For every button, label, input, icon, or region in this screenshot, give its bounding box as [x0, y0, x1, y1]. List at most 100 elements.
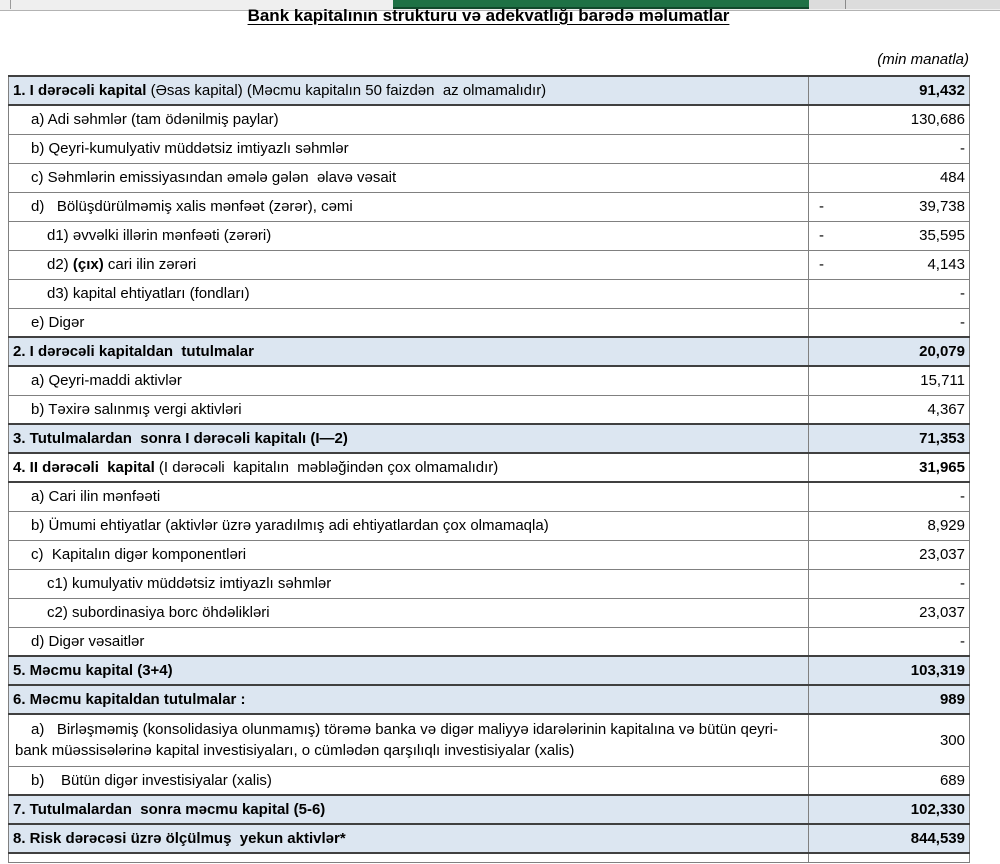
row-label-segment: (Əsas kapital) (Məcmu kapitalın 50 faizd…	[150, 81, 547, 99]
row-value: 689	[808, 765, 970, 796]
row-value: 4,367	[808, 394, 970, 425]
row-value-number: 4,143	[927, 256, 965, 273]
row-value: 989	[808, 684, 970, 715]
page-title-text: Bank kapitalının strukturu və adekvatlığ…	[247, 6, 730, 25]
table-row: b) Təxirə salınmış vergi aktivləri 4,367	[8, 394, 970, 425]
row-label: b) Qeyri-kumulyativ müddətsiz imtiyazlı …	[8, 133, 809, 164]
chrome-green-bar	[393, 0, 809, 9]
capital-table-wrapper: 1. I dərəcəli kapital (Əsas kapital) (Mə…	[8, 75, 970, 863]
row-label: 8. Risk dərəcəsi üzrə ölçülmuş yekun akt…	[8, 823, 809, 854]
row-label-segment: b) Təxirə salınmış vergi aktivləri	[31, 400, 242, 418]
row-label-segment: c1) kumulyativ müddətsiz imtiyazlı səhml…	[47, 574, 332, 592]
capital-table-body: 1. I dərəcəli kapital (Əsas kapital) (Mə…	[8, 75, 970, 863]
table-row: 3. Tutulmalardan sonra I dərəcəli kapita…	[8, 423, 970, 454]
row-label: d) Bölüşdürülməmiş xalis mənfəət (zərər)…	[8, 191, 809, 222]
table-row: b) Ümumi ehtiyatlar (aktivlər üzrə yarad…	[8, 510, 970, 541]
row-label-segment: (çıx)	[72, 255, 104, 273]
negative-sign: -	[819, 256, 824, 273]
row-label-segment: b) Qeyri-kumulyativ müddətsiz imtiyazlı …	[31, 139, 349, 157]
row-label-segment: (I dərəcəli kapitalın məbləğindən çox ol…	[158, 458, 499, 476]
row-label-segment: a) Birləşməmiş (konsolidasiya olunmamış)…	[15, 720, 778, 760]
row-value: -	[808, 481, 970, 512]
row-label-segment: 3. Tutulmalardan sonra I dərəcəli kapita…	[13, 429, 348, 447]
cutoff-row-sliver	[8, 852, 970, 863]
row-label: c) Səhmlərin emissiyasından əmələ gələn …	[8, 162, 809, 193]
table-row: c) Səhmlərin emissiyasından əmələ gələn …	[8, 162, 970, 193]
negative-sign: -	[819, 227, 824, 244]
row-label-segment: d1) əvvəlki illərin mənfəəti (zərəri)	[47, 226, 272, 244]
row-value: 130,686	[808, 104, 970, 135]
row-label: e) Digər	[8, 307, 809, 338]
capital-table: 1. I dərəcəli kapital (Əsas kapital) (Mə…	[8, 75, 970, 863]
row-value: 20,079	[808, 336, 970, 367]
row-label-segment: a) Cari ilin mənfəəti	[31, 488, 161, 505]
row-label: b) Bütün digər investisiyalar (xalis)	[8, 765, 809, 796]
row-label: c1) kumulyativ müddətsiz imtiyazlı səhml…	[8, 568, 809, 599]
row-label-segment: a) Qeyri-maddi aktivlər	[31, 372, 182, 389]
row-value-number: 39,738	[919, 198, 965, 215]
row-label-segment: d) Digər vəsaitlər	[31, 632, 145, 650]
row-label: d1) əvvəlki illərin mənfəəti (zərəri)	[8, 220, 809, 251]
row-label: b) Təxirə salınmış vergi aktivləri	[8, 394, 809, 425]
row-value: 15,711	[808, 365, 970, 396]
row-value: - 39,738	[808, 191, 970, 222]
table-row: d) Digər vəsaitlər -	[8, 626, 970, 657]
row-label: 2. I dərəcəli kapitaldan tutulmalar	[8, 336, 809, 367]
row-value: 103,319	[808, 655, 970, 686]
row-label-segment: cari ilin zərəri	[103, 255, 197, 273]
table-row: a) Birləşməmiş (konsolidasiya olunmamış)…	[8, 713, 970, 767]
row-label-segment: d2)	[47, 255, 73, 273]
table-row: b) Bütün digər investisiyalar (xalis) 689	[8, 765, 970, 796]
row-label: a) Cari ilin mənfəəti	[8, 481, 809, 512]
row-value: 8,929	[808, 510, 970, 541]
row-value: -	[808, 626, 970, 657]
row-label: 5. Məcmu kapital (3+4)	[8, 655, 809, 686]
row-label: 7. Tutulmalardan sonra məcmu kapital (5-…	[8, 794, 809, 825]
row-label-segment: 5. Məcmu kapital (3+4)	[13, 661, 173, 679]
table-row: d) Bölüşdürülməmiş xalis mənfəət (zərər)…	[8, 191, 970, 222]
chrome-gray-bar	[809, 0, 1000, 9]
table-row: a) Cari ilin mənfəəti -	[8, 481, 970, 512]
row-label-segment: d) Bölüşdürülməmiş xalis mənfəət (zərər)…	[31, 197, 353, 215]
row-label: d3) kapital ehtiyatları (fondları)	[8, 278, 809, 309]
row-value: -	[808, 278, 970, 309]
table-row: c) Kapitalın digər komponentləri 23,037	[8, 539, 970, 570]
table-row: c2) subordinasiya borc öhdəlikləri 23,037	[8, 597, 970, 628]
row-label: b) Ümumi ehtiyatlar (aktivlər üzrə yarad…	[8, 510, 809, 541]
row-label-segment: b) Bütün digər investisiyalar (xalis)	[31, 771, 272, 789]
cutoff-cell	[808, 852, 970, 863]
row-label-segment: c2) subordinasiya borc öhdəlikləri	[47, 603, 270, 621]
row-value: 31,965	[808, 452, 970, 483]
row-label-segment: 4. II dərəcəli kapital	[13, 458, 159, 476]
cutoff-cell	[8, 852, 809, 863]
row-value: -	[808, 307, 970, 338]
row-value: -	[808, 133, 970, 164]
row-value: - 35,595	[808, 220, 970, 251]
row-label-segment: c) Kapitalın digər komponentləri	[31, 545, 247, 563]
row-value: -	[808, 568, 970, 599]
app-chrome-strip	[0, 0, 1000, 11]
table-row: 8. Risk dərəcəsi üzrə ölçülmuş yekun akt…	[8, 823, 970, 854]
row-value: 23,037	[808, 597, 970, 628]
row-label: 1. I dərəcəli kapital (Əsas kapital) (Mə…	[8, 75, 809, 106]
row-label: c2) subordinasiya borc öhdəlikləri	[8, 597, 809, 628]
table-row: 2. I dərəcəli kapitaldan tutulmalar 20,07…	[8, 336, 970, 367]
table-row: d2) (çıx) cari ilin zərəri -4,143	[8, 249, 970, 280]
row-label: 3. Tutulmalardan sonra I dərəcəli kapita…	[8, 423, 809, 454]
table-row: c1) kumulyativ müddətsiz imtiyazlı səhml…	[8, 568, 970, 599]
table-row: 6. Məcmu kapitaldan tutulmalar : 989	[8, 684, 970, 715]
chrome-divider	[10, 0, 11, 9]
unit-note: (min manatla)	[877, 51, 969, 68]
table-row: e) Digər -	[8, 307, 970, 338]
table-row: a) Qeyri-maddi aktivlər 15,711	[8, 365, 970, 396]
row-label: 4. II dərəcəli kapital (I dərəcəli kapit…	[8, 452, 809, 483]
table-row: 5. Məcmu kapital (3+4) 103,319	[8, 655, 970, 686]
row-label: c) Kapitalın digər komponentləri	[8, 539, 809, 570]
table-row: d3) kapital ehtiyatları (fondları) -	[8, 278, 970, 309]
row-label: d2) (çıx) cari ilin zərəri	[8, 249, 809, 280]
table-row: 7. Tutulmalardan sonra məcmu kapital (5-…	[8, 794, 970, 825]
row-label: d) Digər vəsaitlər	[8, 626, 809, 657]
row-value: 102,330	[808, 794, 970, 825]
row-label: a) Qeyri-maddi aktivlər	[8, 365, 809, 396]
table-row: d1) əvvəlki illərin mənfəəti (zərəri) - 35…	[8, 220, 970, 251]
